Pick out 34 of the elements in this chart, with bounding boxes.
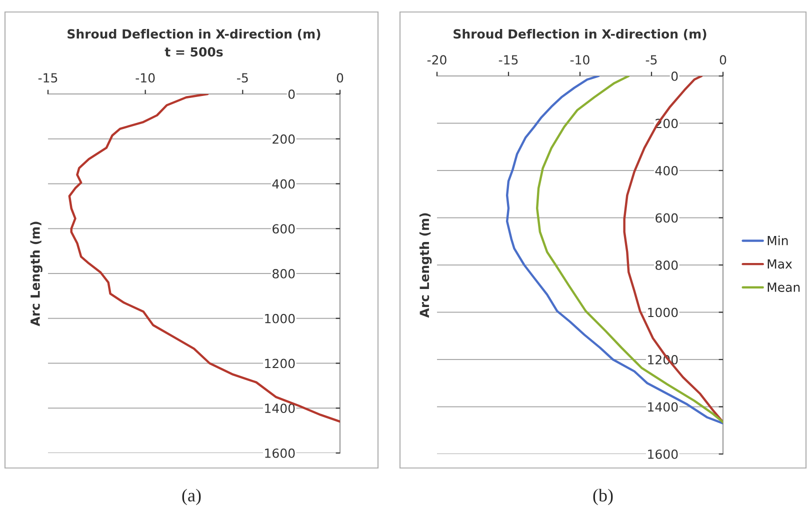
y-tick-label: 400 bbox=[655, 166, 678, 176]
chart-title: Shroud Deflection in X-direction (m) bbox=[68, 28, 320, 40]
x-tick-label: -10 bbox=[136, 73, 155, 83]
y-tick-label: 1200 bbox=[265, 358, 295, 368]
legend-label: Min bbox=[768, 236, 788, 246]
x-tick-label: -15 bbox=[38, 73, 58, 83]
y-tick-label: 1600 bbox=[648, 449, 678, 459]
x-tick-label: -20 bbox=[427, 55, 446, 65]
y-tick-label: 1400 bbox=[648, 402, 678, 412]
y-tick-label: 1600 bbox=[265, 448, 295, 458]
chart-title: Shroud Deflection in X-direction (m) bbox=[454, 28, 706, 40]
x-tick-label: -10 bbox=[570, 55, 590, 65]
legend-label: Mean bbox=[768, 282, 800, 292]
text: (b) bbox=[593, 488, 613, 506]
y-tick-label: 1000 bbox=[648, 308, 678, 318]
x-tick-label: 0 bbox=[720, 55, 726, 65]
y-tick-label: 800 bbox=[656, 260, 678, 270]
x-tick-label: -5 bbox=[237, 73, 248, 83]
y-tick-label: 600 bbox=[272, 224, 295, 234]
y-tick-label: 600 bbox=[656, 213, 678, 223]
y-axis-title: Arc Length (m) bbox=[419, 213, 432, 318]
chart-subtitle: t = 500s bbox=[164, 47, 223, 57]
y-axis-title: Arc Length (m) bbox=[30, 222, 42, 326]
x-tick-label: -5 bbox=[646, 55, 657, 65]
x-tick-label: -15 bbox=[498, 55, 518, 65]
y-tick-label: 200 bbox=[272, 134, 295, 144]
y-tick-label: 1400 bbox=[265, 404, 295, 414]
y-tick-label: 400 bbox=[272, 179, 295, 189]
x-tick-label: 0 bbox=[336, 73, 344, 83]
text: (a) bbox=[182, 488, 201, 506]
y-tick-label: 800 bbox=[272, 268, 295, 278]
y-tick-label: 0 bbox=[288, 89, 295, 99]
y-tick-label: 1000 bbox=[265, 314, 295, 324]
legend-label: Max bbox=[768, 259, 792, 269]
